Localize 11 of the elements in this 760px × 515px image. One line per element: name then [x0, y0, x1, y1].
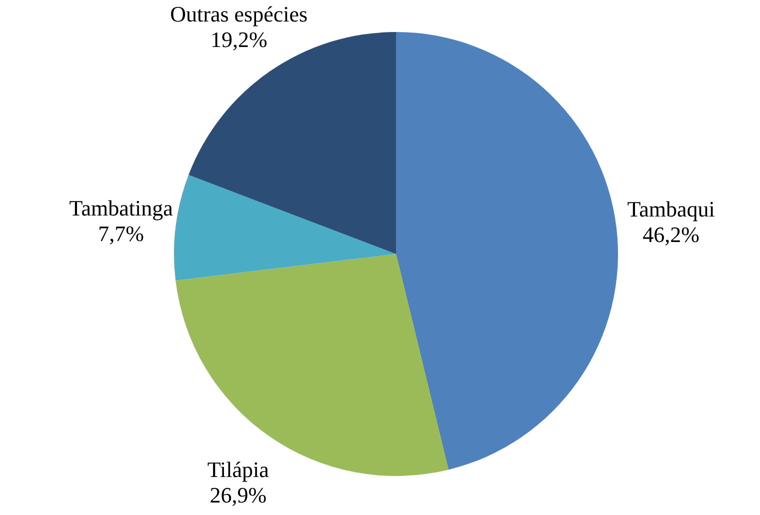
data-label: 7,7% [98, 221, 144, 246]
data-label: 19,2% [210, 26, 268, 52]
slice-label: Tambatinga [69, 196, 174, 221]
data-label: 46,2% [642, 222, 700, 247]
pie-slice [174, 174, 396, 280]
slice-label: Tilápia [207, 457, 270, 482]
slice-label: Tambaqui [627, 196, 715, 222]
slice-label: Outras espécies [170, 1, 308, 26]
pie-slice [188, 32, 396, 254]
pie-slice [396, 32, 618, 470]
data-label: 26,9% [210, 482, 267, 508]
